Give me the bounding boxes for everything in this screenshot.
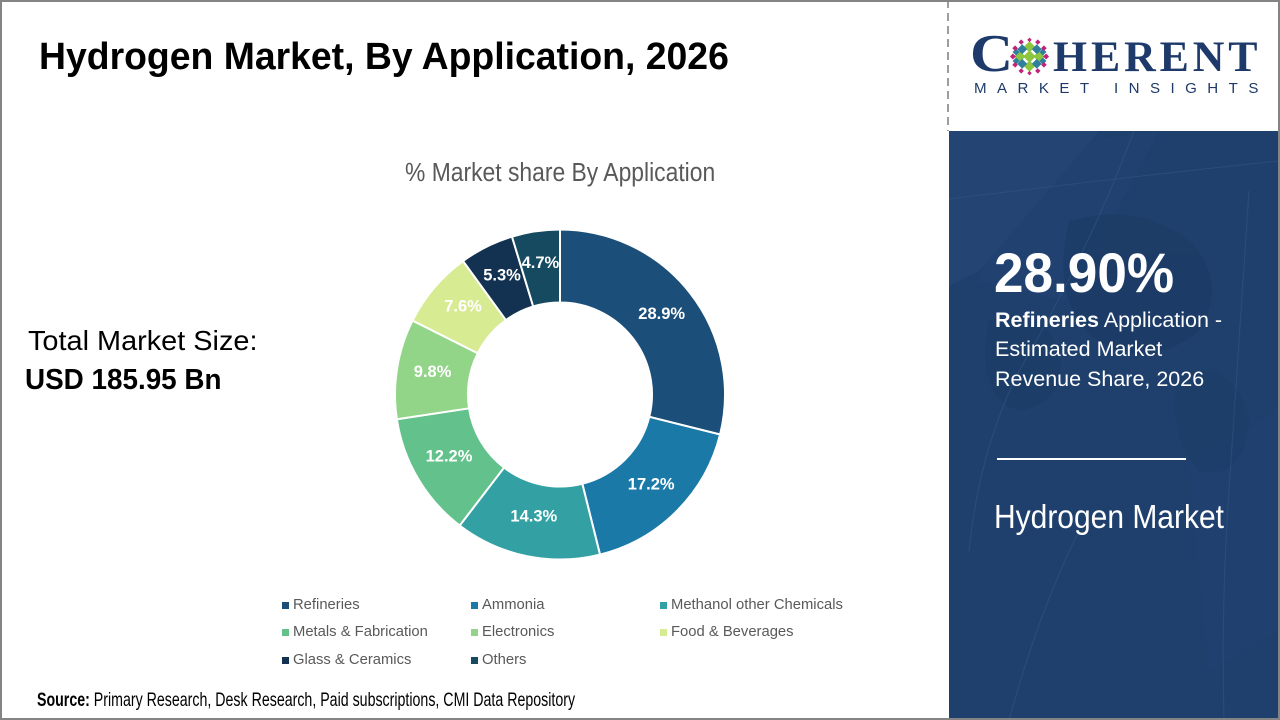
- svg-text:5.3%: 5.3%: [483, 267, 521, 285]
- svg-text:4.7%: 4.7%: [522, 254, 560, 272]
- svg-text:12.2%: 12.2%: [426, 448, 473, 466]
- svg-text:28.9%: 28.9%: [638, 305, 685, 323]
- svg-text:7.6%: 7.6%: [444, 298, 482, 316]
- svg-text:17.2%: 17.2%: [628, 476, 675, 494]
- svg-text:C: C: [970, 25, 1013, 83]
- svg-text:14.3%: 14.3%: [510, 508, 557, 526]
- svg-text:MARKET INSIGHTS: MARKET INSIGHTS: [974, 80, 1269, 97]
- svg-text:HERENT: HERENT: [1053, 33, 1261, 81]
- svg-text:9.8%: 9.8%: [414, 363, 452, 381]
